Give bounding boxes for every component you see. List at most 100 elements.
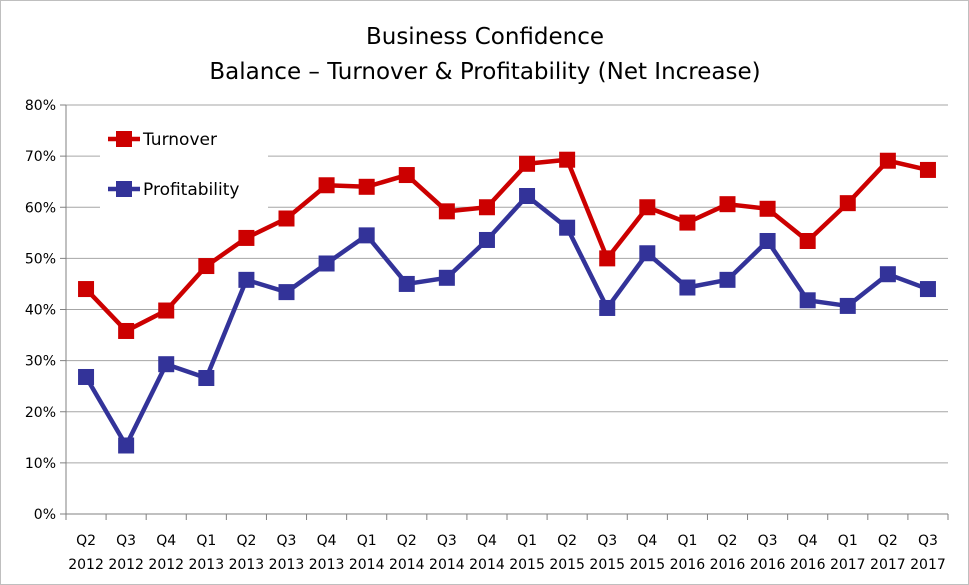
x-tick-label-quarter: Q3 — [758, 533, 778, 549]
y-tick-label: 80% — [25, 98, 56, 114]
x-tick-label-year: 2012 — [68, 557, 104, 573]
x-tick-label-year: 2015 — [549, 557, 585, 573]
profitability-marker — [278, 284, 295, 301]
turnover-marker — [639, 199, 656, 216]
profitability-marker — [358, 227, 375, 244]
profitability-marker — [78, 368, 95, 385]
turnover-marker — [78, 281, 95, 298]
x-tick-label-year: 2013 — [309, 557, 345, 573]
x-tick-label-quarter: Q4 — [317, 533, 337, 549]
x-tick-label-quarter: Q4 — [798, 533, 818, 549]
turnover-line — [84, 157, 929, 334]
x-tick-label-year: 2013 — [229, 557, 265, 573]
x-tick-label-year: 2015 — [509, 557, 545, 573]
y-tick-label: 10% — [25, 456, 56, 472]
profitability-marker — [839, 297, 856, 314]
y-tick-label: 70% — [25, 149, 56, 165]
x-tick-label-year: 2016 — [750, 557, 786, 573]
turnover-legend-label: Turnover — [142, 130, 217, 150]
turnover-marker — [158, 302, 175, 319]
profitability-marker — [118, 437, 135, 454]
profitability-marker — [759, 232, 776, 249]
x-tick-label-quarter: Q3 — [597, 533, 617, 549]
turnover-marker — [879, 152, 896, 169]
legend: Turnover Profitability — [100, 115, 268, 210]
turnover-marker — [198, 258, 215, 275]
x-tick-label-quarter: Q4 — [156, 533, 176, 549]
profitability-marker — [198, 370, 215, 387]
x-tick-label-quarter: Q1 — [357, 533, 377, 549]
turnover-marker — [759, 200, 776, 217]
profitability-marker — [639, 245, 656, 262]
axes: 0% 10% 20% 30% 40% 50% 60% 70% 80% Q2 2012 Q3 2012 Q4… — [25, 98, 949, 573]
series-layer — [78, 151, 936, 454]
chart-subtitle: Balance – Turnover & Profitability (Net … — [209, 59, 760, 85]
y-tick-label: 50% — [25, 251, 56, 267]
x-tick-label-quarter: Q1 — [677, 533, 697, 549]
x-tick-label-year: 2015 — [629, 557, 665, 573]
x-tick-label-quarter: Q1 — [196, 533, 216, 549]
profitability-marker — [559, 219, 576, 236]
x-tick-label-quarter: Q4 — [637, 533, 657, 549]
y-tick-label: 20% — [25, 405, 56, 421]
x-tick-label-quarter: Q3 — [918, 533, 938, 549]
x-tick-label-quarter: Q3 — [277, 533, 297, 549]
x-tick-label-quarter: Q2 — [718, 533, 738, 549]
x-tick-label-quarter: Q4 — [477, 533, 497, 549]
profitability-marker — [318, 255, 335, 272]
turnover-marker — [278, 210, 295, 227]
x-tick-label-year: 2014 — [469, 557, 505, 573]
x-tick-label-year: 2013 — [269, 557, 305, 573]
profitability-marker — [599, 299, 616, 316]
turnover-marker — [919, 161, 936, 178]
turnover-marker — [799, 232, 816, 249]
y-tick-label: 30% — [25, 354, 56, 370]
turnover-marker — [599, 250, 616, 267]
x-tick-label-year: 2014 — [429, 557, 465, 573]
profitability-marker — [398, 275, 415, 292]
x-tick-label-year: 2016 — [670, 557, 706, 573]
x-tick-label-quarter: Q2 — [878, 533, 898, 549]
turnover-marker — [318, 177, 335, 194]
chart-title: Business Confidence — [366, 24, 604, 50]
turnover-marker — [559, 151, 576, 168]
x-tick-label-quarter: Q3 — [116, 533, 136, 549]
x-tick-label-quarter: Q3 — [437, 533, 457, 549]
x-tick-label-year: 2012 — [148, 557, 184, 573]
x-tick-label-quarter: Q2 — [76, 533, 96, 549]
profitability-marker — [238, 271, 255, 288]
y-tick-label: 0% — [34, 507, 56, 523]
turnover-marker — [438, 203, 455, 220]
turnover-marker — [679, 214, 696, 231]
profitability-marker — [879, 266, 896, 283]
profitability-marker — [679, 279, 696, 296]
turnover-marker — [238, 229, 255, 246]
x-tick-label-year: 2014 — [349, 557, 385, 573]
profitability-legend-marker — [116, 181, 132, 197]
turnover-marker — [118, 322, 135, 339]
turnover-marker — [358, 178, 375, 195]
x-tick-label-quarter: Q1 — [838, 533, 858, 549]
profitability-marker — [438, 269, 455, 286]
turnover-marker — [519, 155, 536, 172]
x-tick-label-year: 2014 — [389, 557, 425, 573]
x-tick-label-year: 2017 — [910, 557, 946, 573]
x-tick-label-quarter: Q2 — [557, 533, 577, 549]
profitability-legend-label: Profitability — [143, 180, 239, 200]
turnover-marker — [719, 196, 736, 213]
x-tick-label-year: 2017 — [870, 557, 906, 573]
x-tick-label-year: 2016 — [790, 557, 826, 573]
x-tick-label-year: 2013 — [188, 557, 224, 573]
x-tick-label-year: 2015 — [589, 557, 625, 573]
profitability-marker — [158, 356, 175, 373]
turnover-marker — [478, 199, 495, 216]
turnover-marker — [839, 195, 856, 212]
x-tick-label-quarter: Q1 — [517, 533, 537, 549]
turnover-legend-marker — [116, 131, 132, 147]
profitability-marker — [719, 271, 736, 288]
y-tick-label: 60% — [25, 200, 56, 216]
x-tick-label-year: 2012 — [108, 557, 144, 573]
x-tick-label-quarter: Q2 — [397, 533, 417, 549]
profitability-line — [84, 193, 929, 448]
